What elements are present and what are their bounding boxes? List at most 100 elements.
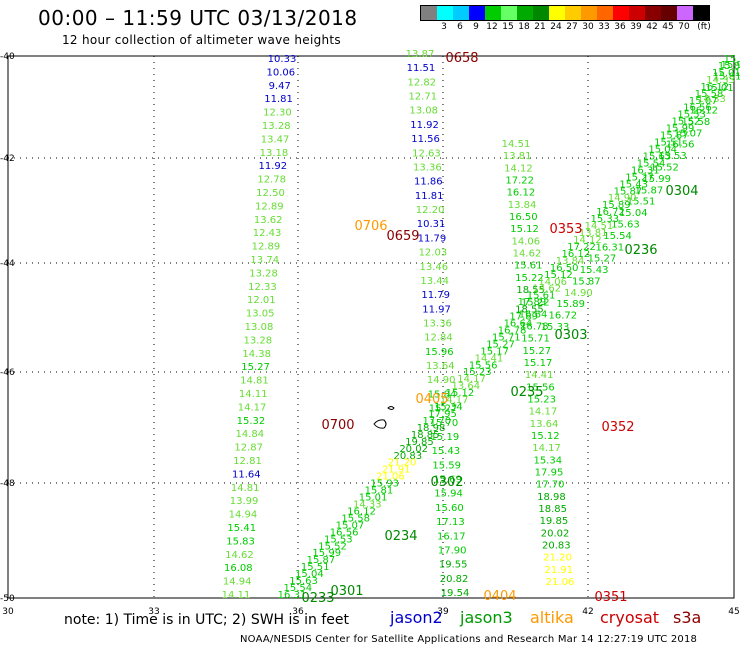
wave-height-value: 12.50 <box>256 188 285 199</box>
wave-height-value: 15.99 <box>312 548 341 559</box>
wave-height-value: 15.04 <box>619 208 648 219</box>
legend-swatch <box>677 6 693 20</box>
wave-height-value: 15.07 <box>689 96 718 107</box>
wave-height-value: 17.13 <box>436 517 465 528</box>
wave-height-value: 14.90 <box>427 375 456 386</box>
wave-height-value: 12.03 <box>419 248 448 259</box>
wave-height-value: 15.58 <box>682 117 711 128</box>
wave-height-value: 14.17 <box>457 374 486 385</box>
wave-height-value: 15.17 <box>524 358 553 369</box>
wave-height-value: 21.91 <box>544 565 573 576</box>
page-title: 00:00 – 11:59 UTC 03/13/2018 <box>38 6 358 30</box>
wave-height-value: 17.95 <box>428 409 457 420</box>
wave-height-value: 15.33 <box>541 322 570 333</box>
legend-tick-label: 27 <box>566 22 578 32</box>
wave-height-value: 15.17 <box>480 346 509 357</box>
wave-height-value: 13.08 <box>245 322 274 333</box>
wave-height-value: 17.22 <box>505 176 534 187</box>
legend-swatch <box>645 6 661 20</box>
wave-height-value: 11.56 <box>411 134 440 145</box>
legend-swatch <box>437 6 453 20</box>
wave-height-value: 15.61 <box>527 291 556 302</box>
wave-height-value: 14.81 <box>240 376 269 387</box>
wave-height-value: 17.89 <box>509 312 538 323</box>
wave-height-value: 13.28 <box>244 335 273 346</box>
map-frame <box>7 55 735 599</box>
legend-swatch <box>453 6 469 20</box>
wave-height-value: 15.71 <box>492 332 521 343</box>
wave-height-value: 14.11 <box>239 389 268 400</box>
legend-swatch <box>597 6 613 20</box>
wave-height-value: 13.74 <box>250 255 279 266</box>
wave-height-value: 15.43 <box>619 179 648 190</box>
wave-height-value: 15.69 <box>433 475 462 486</box>
wave-height-value: 15.12 <box>531 431 560 442</box>
wave-height-value: 15.01 <box>359 493 388 504</box>
satellite-label-s3a: s3a <box>673 608 702 627</box>
pass-time-label: 0658 <box>445 51 478 66</box>
wave-height-value: 15.59 <box>432 460 461 471</box>
legend-tick-label: 36 <box>614 22 626 32</box>
wave-height-value: 13.81 <box>579 228 608 239</box>
wave-height-value: 13.47 <box>261 134 290 145</box>
latitude-label: -44 <box>0 259 15 269</box>
wave-height-value: 16.12 <box>701 82 730 93</box>
legend-swatch <box>517 6 533 20</box>
wave-height-value: 15.87 <box>307 555 336 566</box>
wave-height-value: 15.51 <box>654 138 683 149</box>
wave-height-value: 13.28 <box>262 121 291 132</box>
wave-height-value: 15.22 <box>521 298 550 309</box>
wave-height-value: 18.55 <box>516 285 545 296</box>
wave-height-value: 12.82 <box>408 77 437 88</box>
longitude-label: 45 <box>728 607 739 617</box>
wave-height-value: 15.56 <box>526 382 555 393</box>
wave-height-value: 12.78 <box>257 175 286 186</box>
wave-height-value: 19.85 <box>405 437 434 448</box>
wave-height-value: 15.51 <box>301 562 330 573</box>
pass-time-label: 0236 <box>624 243 657 258</box>
wave-height-value: 15.93 <box>721 60 740 71</box>
wave-height-value: 10.33 <box>268 54 297 65</box>
wave-height-value: 15.87 <box>614 186 643 197</box>
wave-height-value: 14.11 <box>222 590 251 601</box>
wave-height-value: 17.89 <box>518 297 547 308</box>
wave-height-value: 15.04 <box>648 144 677 155</box>
wave-height-value: 15.53 <box>658 151 687 162</box>
wave-height-value: 11.51 <box>407 63 436 74</box>
wave-height-value: 15.60 <box>435 503 464 514</box>
wave-height-value: 15.01 <box>705 83 734 94</box>
wave-height-value: 21.20 <box>543 553 572 564</box>
wave-height-value: 11.79 <box>421 290 450 301</box>
wave-height-value: 15.52 <box>650 163 679 174</box>
wave-height-value: 15.27 <box>625 172 654 183</box>
wave-height-value: 14.06 <box>511 236 540 247</box>
wave-height-value: 14.62 <box>513 249 542 260</box>
wave-height-value: 16.56 <box>683 103 712 114</box>
legend-tick-label: 70 <box>678 22 690 32</box>
note-text: note: 1) Time is in UTC; 2) SWH is in fe… <box>64 612 350 628</box>
wave-height-value: 15.84 <box>428 389 457 400</box>
wave-height-value: 15.34 <box>533 455 562 466</box>
island-outline <box>387 406 395 410</box>
wave-height-value: 14.41 <box>525 370 554 381</box>
island-outlines <box>373 406 395 429</box>
wave-height-value: 18.98 <box>417 423 446 434</box>
pass-time-label: 0304 <box>665 184 698 199</box>
wave-height-value: 15.33 <box>590 214 619 225</box>
legend-tick-label: 24 <box>550 22 562 32</box>
wave-height-value: 12.43 <box>253 228 282 239</box>
wave-height-value: 15.89 <box>602 200 631 211</box>
wave-height-value: 14.90 <box>564 288 593 299</box>
pass-time-label: 0301 <box>330 584 363 599</box>
wave-height-value: 15.04 <box>295 569 324 580</box>
wave-height-value: 12.84 <box>424 333 453 344</box>
wave-height-value: 20.83 <box>394 451 423 462</box>
wave-height-value: 12.30 <box>263 108 292 119</box>
wave-height-value: 21.91 <box>382 465 411 476</box>
wave-height-value: 15.87 <box>572 276 601 287</box>
wave-height-value: 12.89 <box>252 242 281 253</box>
wave-height-value: 15.93 <box>370 479 399 490</box>
wave-height-value: 19.85 <box>540 516 569 527</box>
legend-swatch <box>421 6 437 20</box>
wave-height-value: 15.63 <box>643 151 672 162</box>
